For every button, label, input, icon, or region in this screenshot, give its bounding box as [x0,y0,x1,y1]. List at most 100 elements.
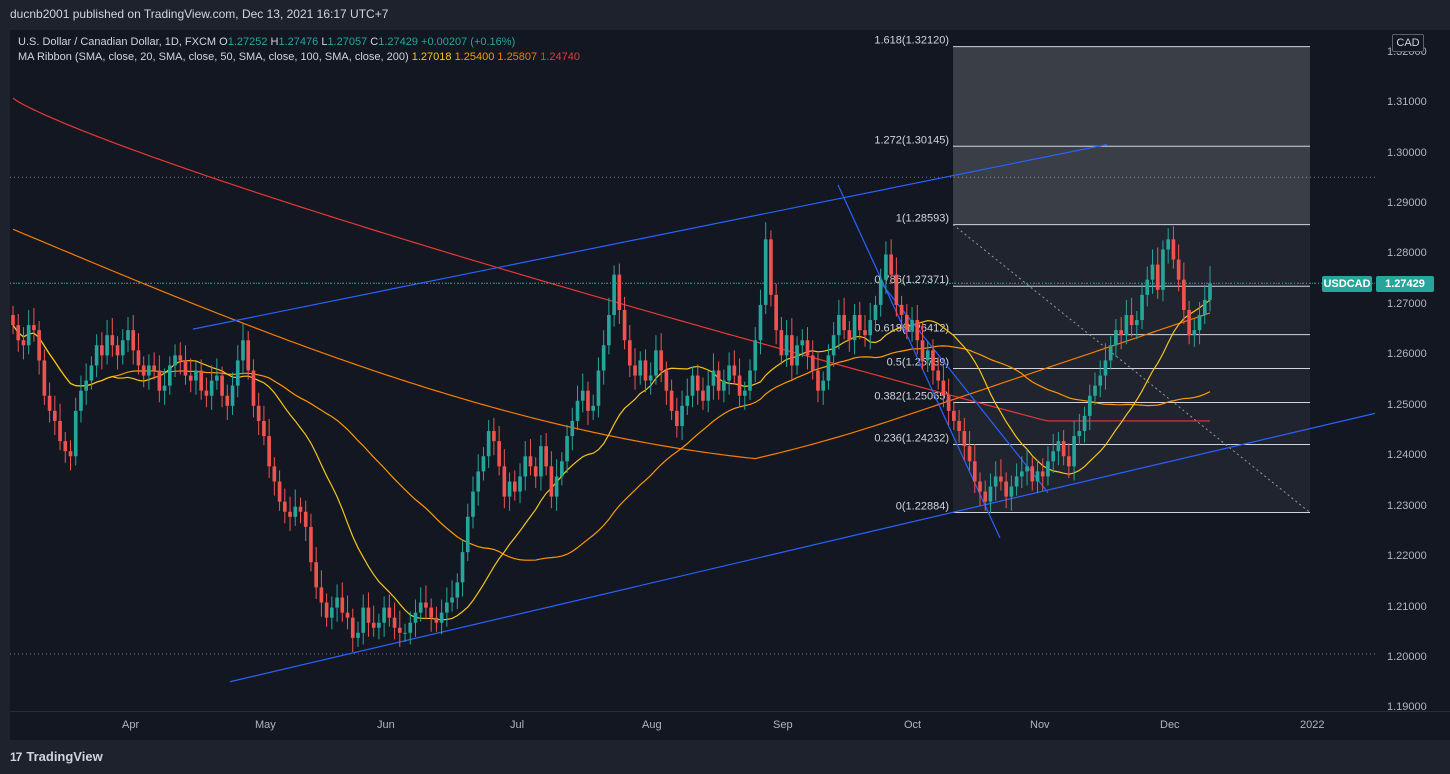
candle-body [335,597,339,608]
candle-body [544,446,548,467]
low-value: 1.27057 [327,36,368,48]
candle-body [852,315,857,341]
candle-body [455,582,460,598]
tradingview-brand[interactable]: 17 TradingView [10,749,103,764]
candle-body [507,481,512,497]
ma100-line [12,228,1211,460]
candle-body [356,632,360,638]
candle-body [805,340,810,356]
candle-body [408,622,413,633]
upper-trendline [192,143,1108,330]
price-tick-label: 1.20000 [1387,651,1427,664]
candle-body [512,481,517,492]
candle-body [47,395,52,411]
price-tick-label: 1.24000 [1387,449,1427,462]
candle-body [371,622,376,628]
candle-body [424,602,428,608]
price-tick-label: 1.19000 [1387,701,1427,714]
candle-body [847,330,852,341]
candle-body [429,607,433,618]
candle-body [795,345,799,366]
ma50-value: 1.25400 [454,51,495,63]
candle-body [774,294,778,331]
candle-body [695,375,700,391]
candle-body [1161,249,1165,290]
candle-body [162,385,167,391]
candle-body [450,597,454,603]
time-tick-label: May [255,719,276,731]
candle-body [120,340,125,356]
ma50-line [12,324,1211,561]
candle-body [763,239,768,305]
candle-body [173,355,177,366]
candle-body [528,456,533,467]
candle-body [282,501,287,512]
candle-body [868,320,873,336]
candle-body [397,627,402,633]
candle-body [894,274,899,305]
candle-body [1093,385,1097,396]
candle-body [873,304,878,321]
chart-canvas[interactable]: 0(1.22884) 0.236(1.24232) 0.382(1.25065) 0.… [10,30,1375,711]
candle-body [1035,471,1040,482]
candle-body [910,320,914,331]
chart-pane[interactable]: 0(1.22884) 0.236(1.24232) 0.382(1.25065) 0.… [10,30,1375,711]
candle-body [952,410,956,421]
price-tick-label: 1.30000 [1387,146,1427,159]
candle-body [837,315,841,336]
candle-body [486,431,491,457]
candle-body [706,385,711,401]
time-tick-label: 2022 [1300,719,1325,731]
axis-corner [1375,711,1450,741]
close-label: C [370,36,379,48]
ma200-line [12,97,1210,422]
candle-body [100,345,104,356]
candle-body [220,375,224,396]
candle-body [110,335,115,346]
time-tick-label: Aug [642,719,662,731]
fib-level-label: 0.786(1.27371) [874,274,949,286]
candle-body [1009,486,1014,497]
candle-body [596,370,601,406]
price-tick-label: 1.26000 [1387,348,1427,361]
ma-ribbon-line: MA Ribbon (SMA, close, 20, SMA, close, 5… [18,50,580,65]
candle-body [936,370,941,381]
candle-body [1103,360,1108,376]
time-tick-label: Oct [904,719,922,731]
candle-body [627,340,632,366]
candle-body [941,380,946,396]
candle-body [737,375,742,396]
time-axis[interactable]: Apr May Jun Jul Aug Sep Oct Nov Dec 2022 [10,711,1375,741]
candle-body [633,365,637,376]
candle-body [481,456,486,472]
candle-body [586,390,590,411]
time-tick-label: Dec [1160,719,1180,731]
candle-body [465,516,470,553]
candle-body [539,446,543,477]
candle-body [690,375,695,396]
candle-body [1051,451,1056,462]
candle-body [878,279,883,305]
candle-body [382,607,386,623]
candle-body [204,390,209,396]
currency-label[interactable]: CAD [1392,34,1424,52]
candle-body [94,345,99,366]
candle-body [63,441,68,452]
time-tick-label: Apr [122,719,140,731]
price-axis[interactable]: 1.19000 1.20000 1.21000 1.22000 1.23000 1.240… [1375,30,1450,714]
candle-body [554,476,559,497]
candle-body [471,491,475,517]
candle-body [235,360,240,386]
candle-body [79,390,83,411]
close-value: 1.27429 [378,36,418,48]
candle-body [215,375,219,381]
time-tick-label: Sep [773,719,793,731]
candle-body [580,390,585,401]
candle-body [716,370,721,391]
candle-body [11,315,15,326]
footer-bar: 17 TradingView [0,740,1450,774]
candle-body [241,340,245,361]
candle-body [89,365,94,381]
candle-body [314,562,318,588]
candle-body [303,511,308,527]
